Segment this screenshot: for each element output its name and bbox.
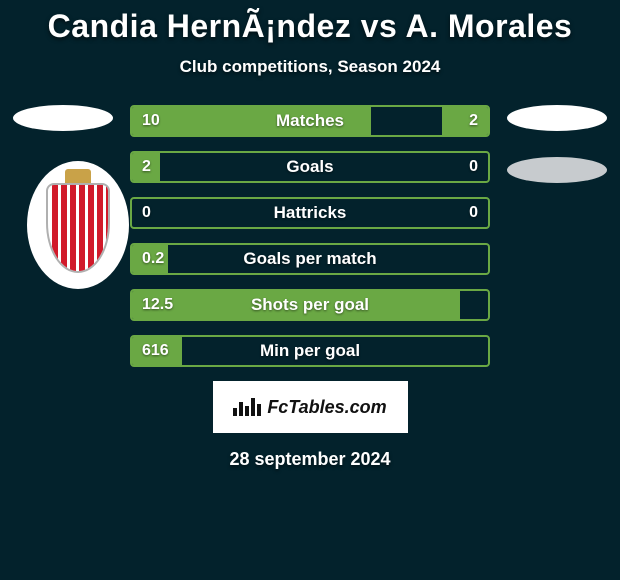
stat-label: Hattricks [132,203,488,223]
stat-row: 616 Min per goal [130,335,490,367]
badge-top-icon [65,169,91,183]
stat-value-right: 2 [469,112,478,130]
stat-row: 0.2 Goals per match [130,243,490,275]
page-subtitle: Club competitions, Season 2024 [0,57,620,77]
fctables-text: FcTables.com [267,397,386,418]
left-player-oval [13,105,113,131]
stat-bars: 10 Matches 2 2 Goals 0 0 Hattricks 0 0.2… [130,105,490,367]
left-player-badge [27,161,129,289]
stat-value-right: 0 [469,204,478,222]
stat-label: Matches [132,111,488,131]
stat-label: Shots per goal [132,295,488,315]
fctables-badge[interactable]: FcTables.com [213,381,408,433]
right-player-col [502,105,612,203]
stat-label: Goals per match [132,249,488,269]
badge-crest [46,183,110,273]
stat-row: 2 Goals 0 [130,151,490,183]
page-title: Candia HernÃ¡ndez vs A. Morales [0,0,620,45]
stat-row: 12.5 Shots per goal [130,289,490,321]
stat-value-right: 0 [469,158,478,176]
footer-date: 28 september 2024 [0,449,620,470]
right-player-oval-2 [507,157,607,183]
stat-row: 10 Matches 2 [130,105,490,137]
bar-chart-icon [233,398,261,416]
left-player-col [8,105,118,151]
right-player-oval-1 [507,105,607,131]
stat-label: Min per goal [132,341,488,361]
stat-label: Goals [132,157,488,177]
stat-row: 0 Hattricks 0 [130,197,490,229]
comparison-content: 10 Matches 2 2 Goals 0 0 Hattricks 0 0.2… [0,105,620,367]
